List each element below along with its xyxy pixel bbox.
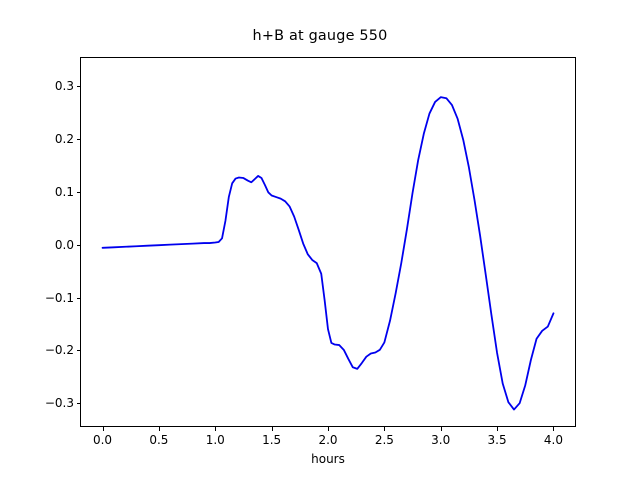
y-tick-label: 0.2	[54, 131, 74, 146]
y-tick-label: −0.2	[44, 343, 74, 358]
x-tick-mark	[102, 427, 104, 431]
x-tick-label: 2.0	[318, 433, 338, 447]
x-tick-label: 1.0	[205, 433, 225, 447]
x-tick-mark	[553, 427, 555, 431]
x-tick-mark	[158, 427, 160, 431]
y-tick-mark	[76, 86, 80, 88]
x-tick-label: 0.5	[149, 433, 169, 447]
y-tick-label: 0.1	[54, 184, 74, 199]
x-tick-mark	[497, 427, 499, 431]
y-tick-mark	[76, 297, 80, 299]
line-series-h-plus-b	[101, 96, 555, 411]
y-tick-mark	[76, 244, 80, 246]
plot-frame	[80, 57, 576, 427]
y-tick-label: 0.3	[54, 79, 74, 94]
x-tick-mark	[384, 427, 386, 431]
y-tick-mark	[76, 138, 80, 140]
y-tick-label: −0.3	[44, 396, 74, 411]
x-tick-mark	[440, 427, 442, 431]
x-tick-label: 3.0	[431, 433, 451, 447]
x-tick-label: 3.5	[487, 433, 507, 447]
x-tick-label: 2.5	[374, 433, 394, 447]
x-tick-mark	[328, 427, 329, 431]
y-tick-label: 0.0	[54, 237, 74, 252]
x-tick-label: 0.0	[92, 433, 113, 447]
y-tick-mark	[76, 403, 80, 405]
axes-area	[76, 57, 576, 431]
x-tick-mark	[271, 427, 273, 431]
x-tick-label: 4.0	[543, 433, 563, 447]
x-tick-label: 1.5	[262, 433, 282, 447]
chart-title: h+B at gauge 550	[252, 28, 388, 44]
y-tick-mark	[76, 350, 80, 352]
data-plot-svg	[101, 96, 555, 411]
x-axis-label: hours	[311, 452, 345, 466]
y-tick-mark	[76, 191, 80, 193]
y-tick-marks	[76, 57, 576, 427]
y-tick-label: −0.1	[44, 290, 74, 305]
x-tick-mark	[215, 427, 217, 431]
